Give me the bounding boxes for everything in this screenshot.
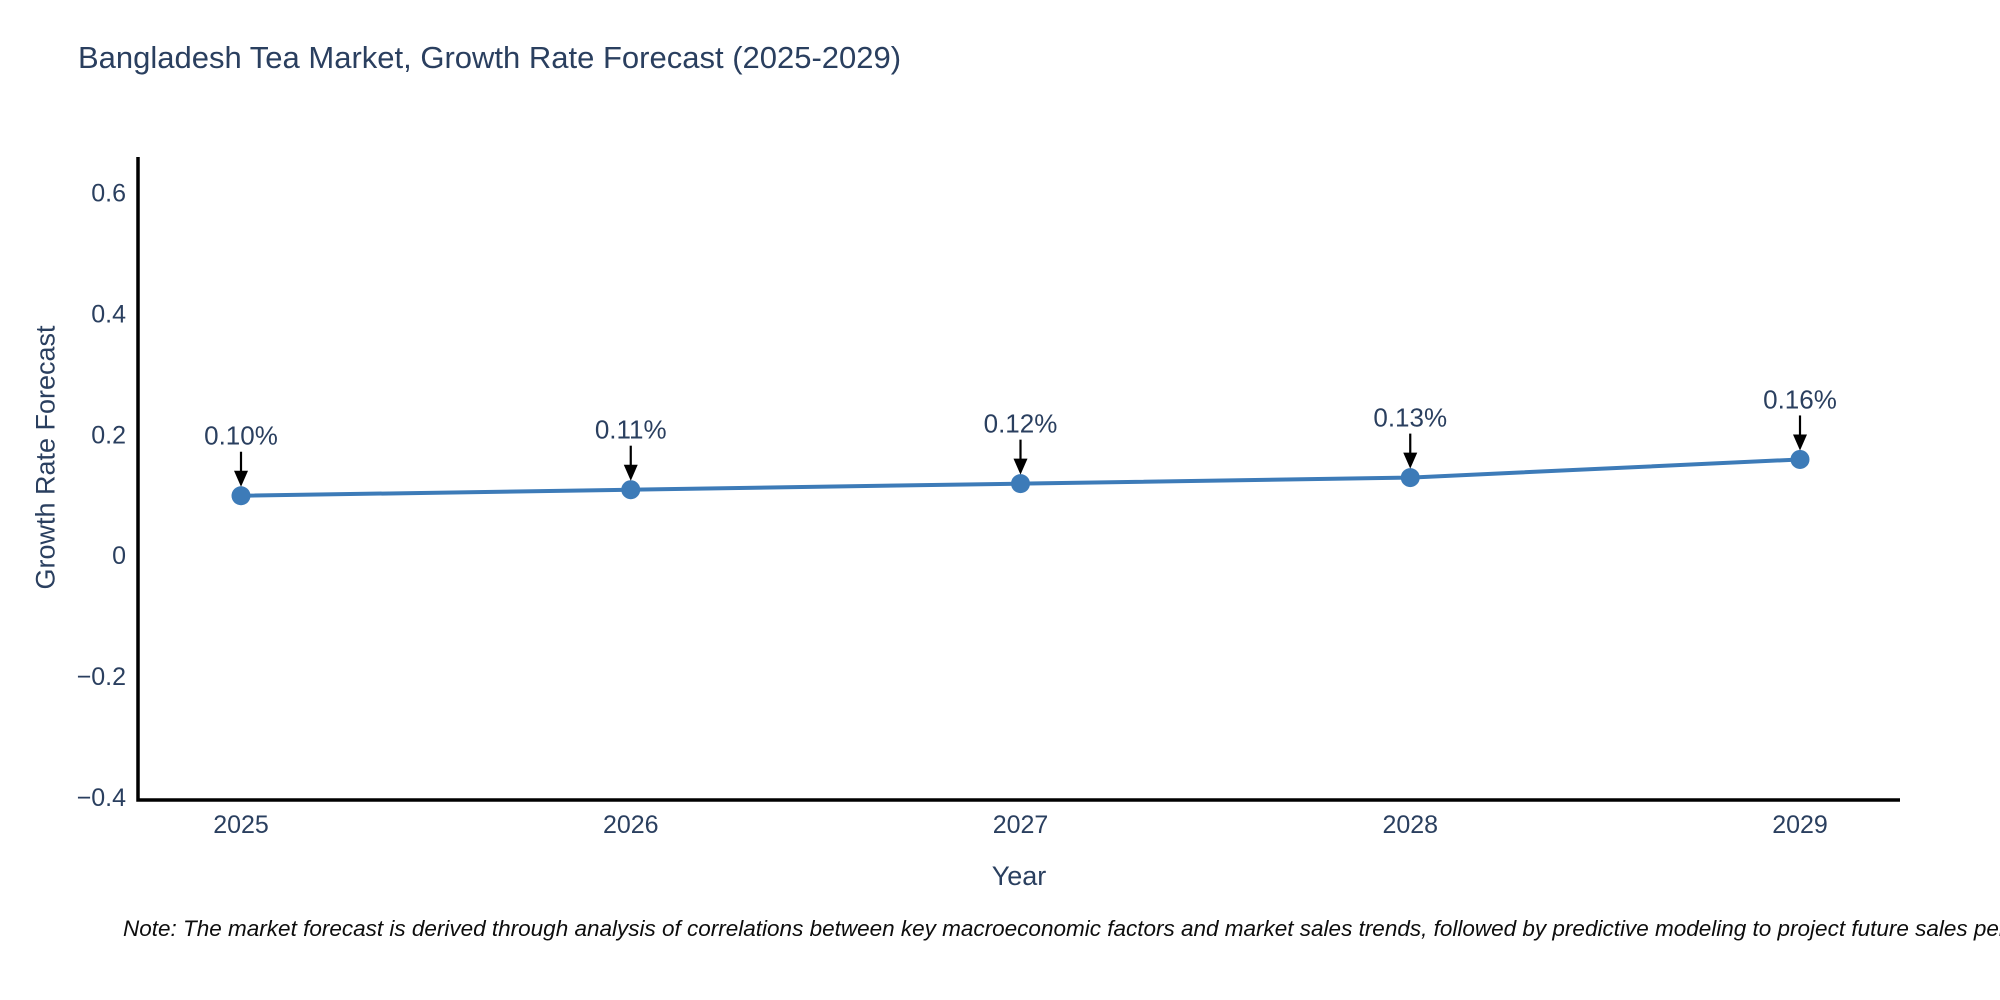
data-point-2028[interactable]	[1400, 468, 1420, 488]
annotation-arrow-head	[623, 464, 638, 481]
x-tick-label: 2028	[1382, 811, 1438, 839]
y-tick-label: 0.2	[91, 421, 126, 449]
y-tick-label: 0.4	[91, 300, 126, 328]
x-tick-label: 2029	[1772, 811, 1828, 839]
x-axis-title: Year	[991, 861, 1047, 891]
point-label: 0.13%	[1373, 403, 1447, 433]
x-tick-label: 2025	[213, 811, 269, 839]
axis-lines	[136, 157, 1900, 802]
annotation-arrow-head	[1403, 452, 1418, 469]
data-point-2027[interactable]	[1011, 474, 1030, 494]
annotation-arrow-head	[1013, 458, 1028, 475]
y-tick-label: −0.2	[77, 663, 126, 691]
annotation-arrow-head	[1793, 434, 1807, 451]
point-label: 0.11%	[595, 415, 667, 445]
point-label: 0.10%	[204, 421, 278, 451]
x-tick-label: 2026	[603, 811, 659, 839]
chart-title: Bangladesh Tea Market, Growth Rate Forec…	[78, 40, 902, 75]
x-tick-label: 2027	[993, 811, 1049, 839]
data-point-2025[interactable]	[231, 486, 251, 506]
point-label: 0.16%	[1763, 384, 1837, 414]
annotation-arrow-head	[234, 470, 248, 487]
y-axis-title: Growth Rate Forecast	[30, 325, 61, 590]
y-tick-label: 0.6	[91, 179, 126, 207]
y-tick-label: −0.4	[77, 784, 126, 812]
data-point-2026[interactable]	[621, 480, 641, 500]
point-label: 0.12%	[984, 409, 1058, 439]
footnote: Note: The market forecast is derived thr…	[123, 916, 2000, 941]
data-point-2029[interactable]	[1790, 449, 1810, 469]
y-tick-label: 0	[112, 542, 126, 570]
